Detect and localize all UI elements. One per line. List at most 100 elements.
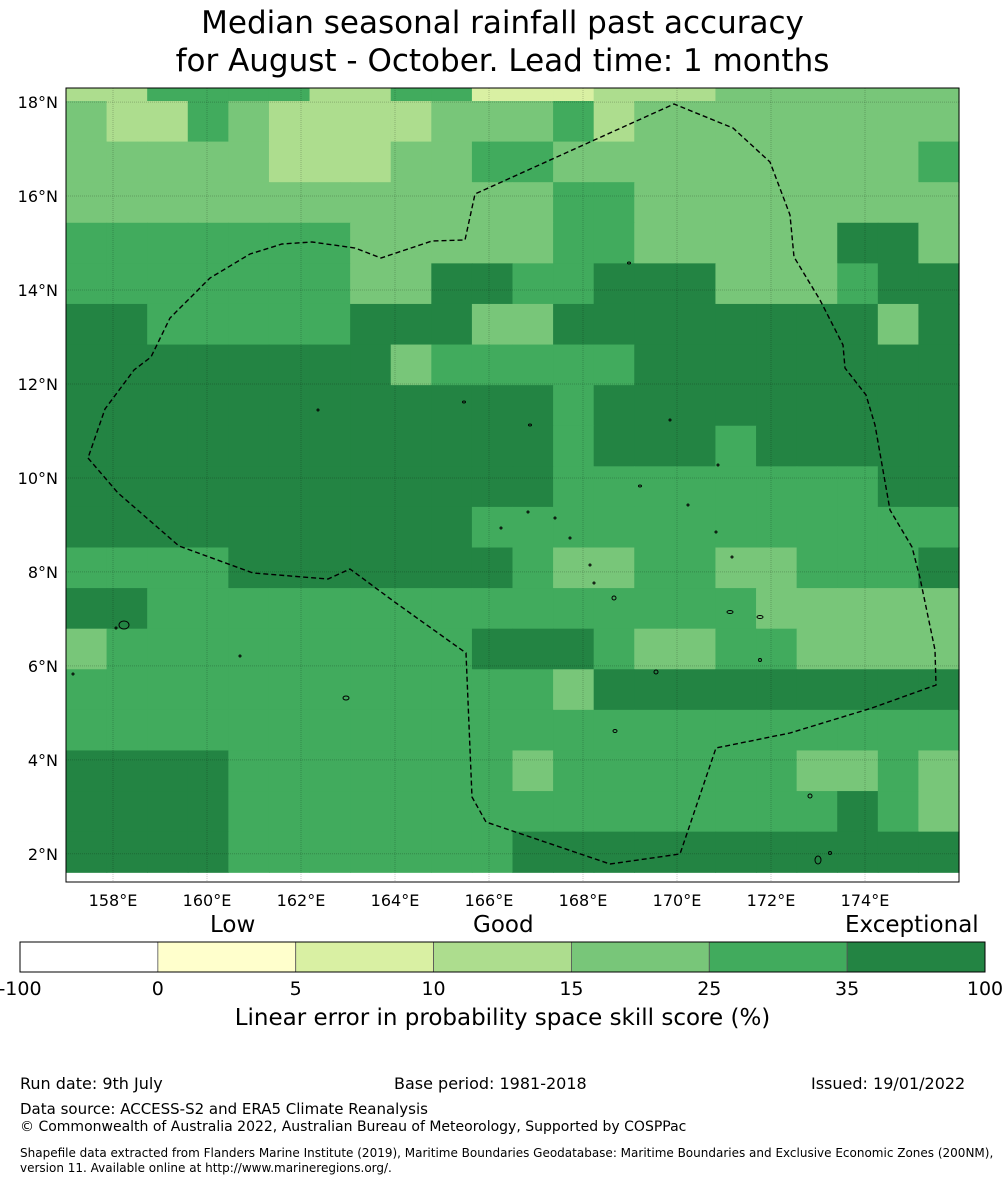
grid-cell — [674, 750, 717, 792]
lat-tick-label: 12°N — [18, 375, 58, 394]
grid-cell — [837, 385, 879, 427]
grid-cell — [147, 101, 189, 143]
lat-tick-label: 8°N — [28, 563, 58, 582]
grid-cell — [309, 506, 351, 549]
grid-cell — [309, 344, 351, 386]
grid-cell — [593, 506, 635, 549]
grid-cell — [431, 791, 473, 833]
grid-cell — [471, 88, 514, 102]
grid-cell — [593, 88, 635, 102]
grid-cell — [674, 263, 717, 305]
grid-cell — [674, 506, 717, 549]
grid-cell — [674, 88, 717, 102]
lon-tick-label: 172°E — [747, 891, 796, 910]
grid-cell — [756, 831, 798, 873]
grid-cell — [309, 669, 351, 711]
grid-cell — [309, 628, 351, 670]
grid-cell — [796, 141, 838, 183]
grid-cell — [309, 831, 351, 873]
grid-cell — [674, 628, 717, 670]
grid-cell — [593, 385, 635, 427]
grid-cell — [796, 466, 838, 508]
island-outline — [627, 261, 631, 265]
lat-tick-label: 14°N — [18, 281, 58, 300]
map-title: Median seasonal rainfall past accuracy f… — [0, 4, 1005, 80]
island-outline — [528, 423, 532, 427]
colorbar-tick-label: 10 — [421, 978, 445, 1000]
grid-cell — [918, 303, 960, 346]
grid-cell — [512, 182, 554, 224]
grid-cell — [877, 466, 920, 508]
skill-map: 2°N 4°N 6°N 8°N 10°N 12°N 14°N 16°N 18°N 158°E 16… — [18, 87, 960, 910]
grid-cell — [796, 385, 838, 427]
grid-cell — [309, 466, 351, 508]
grid-cell — [147, 466, 189, 508]
grid-cell — [66, 506, 108, 549]
island-outline — [726, 610, 734, 614]
grid-cell — [431, 182, 473, 224]
eez-boundary — [87, 103, 937, 865]
grid-cell — [66, 141, 108, 183]
grid-cell — [877, 669, 920, 711]
shapefile-credit: Shapefile data extracted from Flanders M… — [20, 1146, 994, 1175]
grid-cell — [228, 628, 270, 670]
grid-cell — [796, 506, 838, 549]
grid-cell — [309, 791, 351, 833]
grid-cell — [918, 506, 960, 549]
colorbar-tick-label: 15 — [559, 978, 583, 1000]
island-outline — [730, 555, 734, 559]
grid-cell — [593, 425, 635, 467]
grid-cell — [106, 263, 148, 305]
grid-cell — [877, 750, 920, 792]
grid-cell — [106, 385, 148, 427]
grid-cell — [512, 263, 554, 305]
grid-cell — [390, 506, 432, 549]
grid-cell — [390, 222, 432, 264]
grid-cell — [471, 547, 514, 589]
grid-cell — [715, 344, 757, 386]
grid-cell — [187, 344, 229, 386]
grid-cell — [918, 344, 960, 386]
grid-cell — [756, 101, 798, 143]
grid-cell — [147, 263, 189, 305]
grid-cell — [756, 669, 798, 711]
grid-cell — [877, 88, 920, 102]
grid-cell — [553, 303, 595, 346]
grid-cell — [674, 588, 717, 630]
island-outline — [758, 658, 762, 662]
grid-cell — [715, 385, 757, 427]
grid-cell — [877, 425, 920, 467]
colorbar-tick-label: 35 — [835, 978, 859, 1000]
grid-cell — [715, 750, 757, 792]
grid-cell — [228, 547, 270, 589]
grid-cell — [187, 709, 229, 752]
grid-cell — [634, 385, 676, 427]
grid-cell — [674, 303, 717, 346]
grid-cell — [268, 182, 311, 224]
grid-cell — [268, 263, 311, 305]
grid-cell — [147, 182, 189, 224]
grid-cell — [228, 425, 270, 467]
grid-cell — [228, 182, 270, 224]
grid-cell — [796, 750, 838, 792]
grid-cell — [106, 182, 148, 224]
lon-tick-label: 164°E — [371, 891, 420, 910]
grid-cell — [187, 628, 229, 670]
grid-cell — [877, 709, 920, 752]
base-period: Base period: 1981-2018 — [394, 1074, 587, 1093]
grid-cell — [512, 506, 554, 549]
grid-cell — [147, 669, 189, 711]
grid-cell — [756, 222, 798, 264]
grid-cell — [593, 750, 635, 792]
grid-cell — [796, 263, 838, 305]
grid-cell — [187, 88, 229, 102]
grid-cell — [593, 182, 635, 224]
lat-tick-label: 16°N — [18, 187, 58, 206]
grid-cell — [350, 750, 392, 792]
grid-cell — [431, 831, 473, 873]
grid-cell — [390, 669, 432, 711]
grid-cell — [187, 222, 229, 264]
grid-cell — [66, 669, 108, 711]
island-outline — [588, 563, 592, 567]
grid-cell — [350, 222, 392, 264]
